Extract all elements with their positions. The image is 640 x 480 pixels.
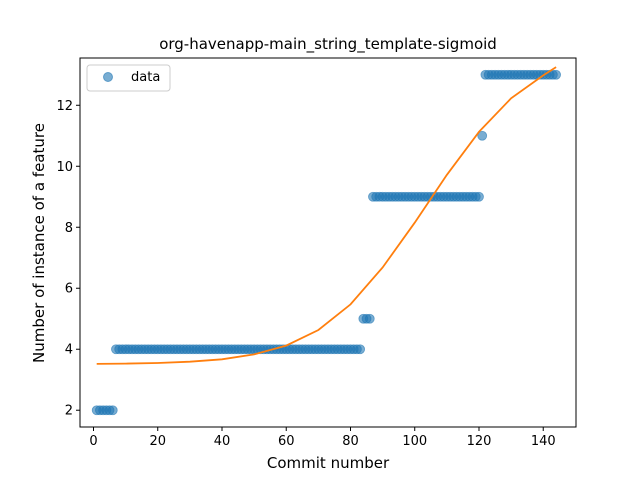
y-axis-label: Number of instance of a feature: [30, 123, 48, 363]
x-tick-label: 80: [342, 434, 359, 449]
y-tick-label: 4: [65, 343, 73, 358]
y-tick-label: 12: [56, 99, 73, 114]
x-axis-label: Commit number: [267, 454, 390, 472]
data-point: [364, 313, 375, 324]
data-point: [551, 69, 561, 80]
sigmoid-fit-line: [96, 66, 557, 365]
x-tick-label: 120: [467, 434, 492, 449]
chart-title: org-havenapp-main_string_template-sigmoi…: [159, 35, 497, 54]
data-point: [355, 344, 366, 355]
y-axis: 2 4 6 8 10 12: [56, 99, 80, 419]
y-tick-label: 2: [65, 404, 73, 419]
data-point: [477, 130, 488, 141]
plot-frame: [79, 57, 577, 428]
legend-box: [86, 64, 171, 92]
legend: data: [86, 64, 171, 92]
x-tick-label: 0: [89, 434, 97, 449]
y-tick-label: 6: [65, 282, 73, 297]
x-tick-label: 140: [531, 434, 556, 449]
y-tick-label: 10: [56, 160, 73, 175]
series-layer: [91, 66, 561, 416]
x-tick-label: 20: [149, 434, 166, 449]
x-tick-label: 100: [402, 434, 427, 449]
x-tick-label: 60: [278, 434, 295, 449]
y-tick-label: 8: [65, 221, 73, 236]
legend-label-data: data: [131, 70, 160, 85]
x-axis: 0 20 40 60 80 100 120 140: [89, 427, 556, 449]
legend-marker-data: [103, 72, 113, 82]
data-point: [474, 191, 484, 202]
x-tick-label: 40: [214, 434, 231, 449]
data-point: [107, 405, 118, 416]
data-series: [91, 69, 561, 416]
